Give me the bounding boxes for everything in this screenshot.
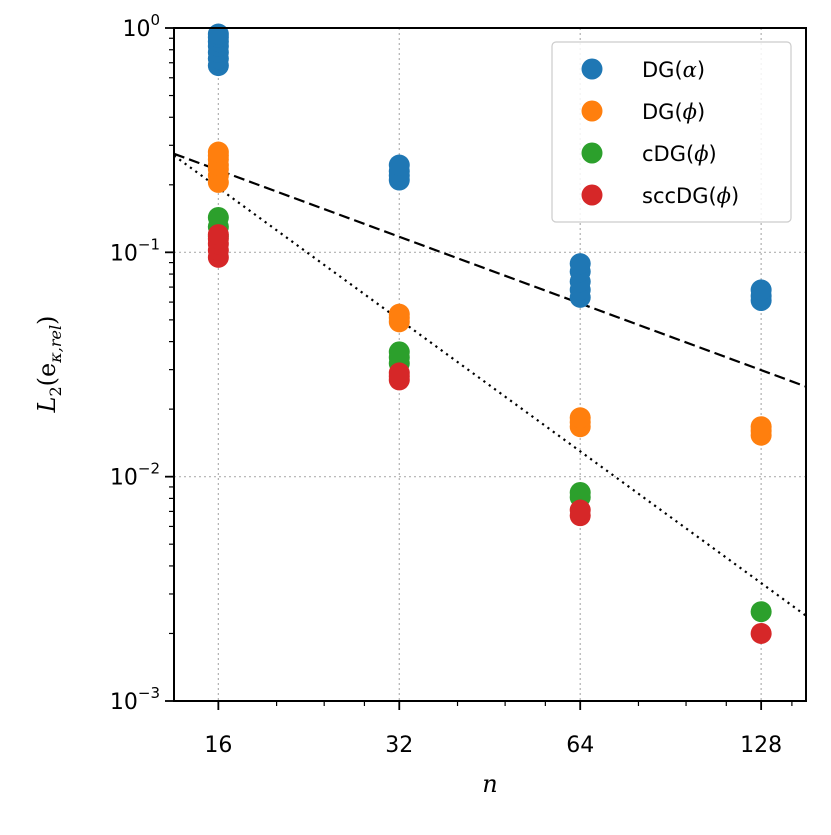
x-tick-label: 64 [566,733,594,758]
data-point [750,622,772,644]
data-point [750,416,772,438]
legend-label: DG(α) [642,58,705,82]
data-point [569,253,591,275]
data-point [207,206,229,228]
y-axis-label: L2(eκ,rel) [33,316,65,414]
legend-label: cDG(ϕ) [642,142,717,166]
y-tick-label: 10−2 [110,460,160,491]
x-tick-label: 128 [740,733,782,758]
legend-marker [581,58,603,80]
data-point [569,482,591,504]
legend-marker [581,100,603,122]
y-tick-label: 10−1 [110,235,160,266]
plot-frame [173,27,807,702]
legend-box [551,41,792,223]
series-1 [207,141,772,446]
series-0 [207,23,772,311]
data-point [207,23,229,45]
data-points [207,23,772,644]
data-point [207,141,229,163]
data-point [569,499,591,521]
data-point [388,303,410,325]
data-point [750,601,772,623]
x-tick-label: 16 [204,733,232,758]
dotted-reference-line [174,154,806,617]
legend-label: sccDG(ϕ) [642,184,739,208]
dashed-reference-line [174,152,806,388]
legend-label: DG(ϕ) [642,100,705,124]
svg-text:L2(eκ,rel): L2(eκ,rel) [33,316,65,414]
x-tick-label: 32 [385,733,413,758]
axis-ticks: 16 32 64 128 10−3 10−2 10−1 100 [110,11,782,758]
data-point [569,407,591,429]
series-3 [207,224,772,644]
x-axis-label: n [482,770,497,798]
legend-marker [581,184,603,206]
data-point [750,279,772,301]
data-point [207,224,229,246]
data-point [388,362,410,384]
reference-lines [174,152,806,617]
legend-marker [581,142,603,164]
data-point [388,154,410,176]
y-tick-label: 100 [122,11,160,42]
legend: DG(α) DG(ϕ) cDG(ϕ) sccDG(ϕ) [551,41,792,223]
y-tick-label: 10−3 [110,684,160,715]
data-point [388,341,410,363]
